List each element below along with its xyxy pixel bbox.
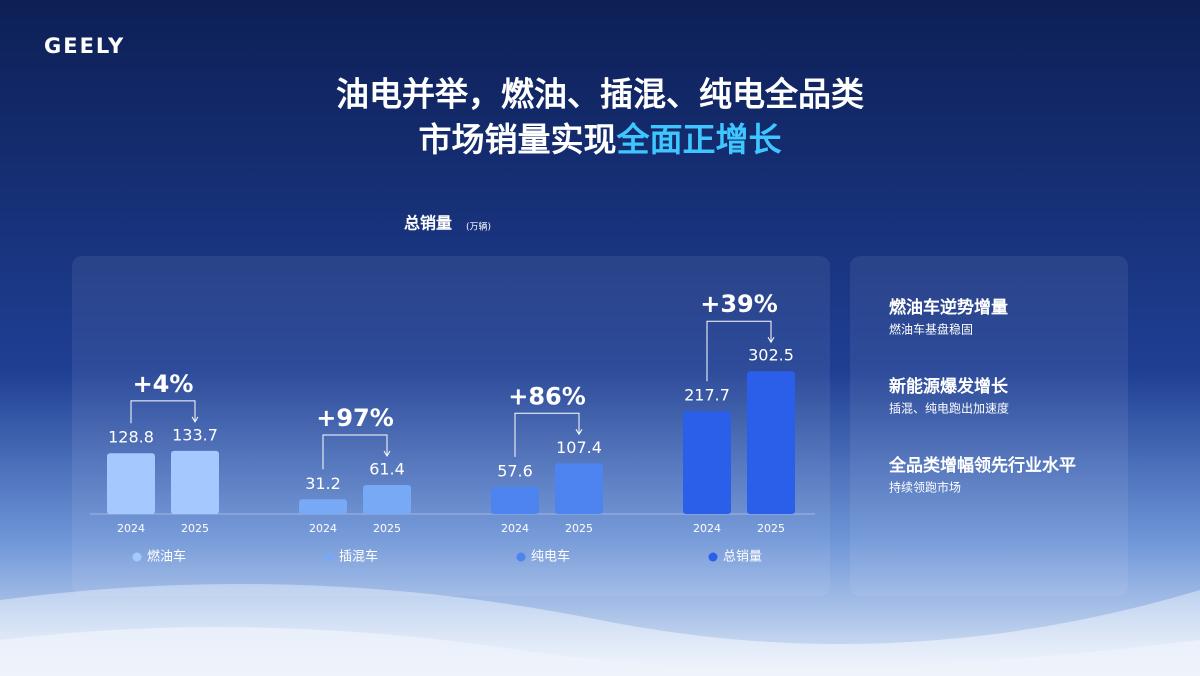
legend-dot	[516, 552, 526, 562]
highlight-text: 插混、纯电跑出加速度	[889, 401, 1009, 416]
bar	[491, 486, 539, 514]
growth-label: +86%	[508, 382, 586, 410]
bracket-arrow	[383, 450, 391, 457]
snow-dune	[0, 627, 1200, 676]
value-label: 107.4	[556, 438, 602, 457]
growth-label: +97%	[316, 404, 394, 432]
chart-unit: (万辆)	[466, 221, 491, 233]
highlight-text: 持续领跑市场	[889, 480, 961, 495]
bar	[555, 463, 603, 514]
x-tick-label: 2025	[757, 522, 785, 535]
headline: 油电并举，燃油、插混、纯电全品类	[336, 75, 864, 114]
x-tick-label: 2024	[693, 522, 721, 535]
x-tick-label: 2025	[565, 522, 593, 535]
bar	[299, 499, 347, 514]
value-label: 57.6	[497, 461, 533, 480]
logo: GEELY	[44, 34, 125, 58]
bracket-arrow	[575, 429, 583, 436]
bracket-arrow	[191, 416, 199, 423]
bracket	[706, 320, 772, 382]
bar	[747, 371, 795, 514]
bar	[363, 485, 411, 514]
bar	[683, 411, 731, 514]
value-label: 133.7	[172, 425, 218, 444]
headline: 市场销量实现全面正增长	[419, 120, 782, 159]
x-tick-label: 2025	[373, 522, 401, 535]
bracket-arrow	[767, 336, 775, 344]
growth-label: +39%	[700, 290, 778, 318]
highlight-panel	[850, 256, 1128, 596]
chart-panel	[72, 256, 830, 596]
bar	[171, 450, 219, 514]
highlight-title: 新能源爆发增长	[889, 376, 1009, 397]
highlight-text: 燃油车基盘稳固	[889, 322, 973, 337]
highlight-title: 燃油车逆势增量	[889, 297, 1008, 318]
x-tick-label: 2025	[181, 522, 209, 535]
value-label: 217.7	[684, 386, 730, 405]
legend-label: 总销量	[723, 550, 762, 565]
bracket	[514, 412, 580, 457]
bar	[107, 453, 155, 514]
legend-dot	[132, 552, 142, 562]
bracket	[322, 434, 388, 470]
chart-title: 总销量	[404, 214, 452, 233]
bracket	[130, 400, 196, 424]
x-tick-label: 2024	[117, 522, 145, 535]
highlight-title: 全品类增幅领先行业水平	[888, 455, 1076, 476]
x-tick-label: 2024	[501, 522, 529, 535]
value-label: 128.8	[108, 428, 154, 447]
x-tick-label: 2024	[309, 522, 337, 535]
value-label: 302.5	[748, 346, 794, 365]
legend-dot	[324, 552, 334, 562]
value-label: 31.2	[305, 474, 341, 493]
headline-part: 市场销量实现	[419, 120, 617, 159]
legend-label: 纯电车	[531, 549, 570, 565]
value-label: 61.4	[369, 460, 405, 479]
legend-dot	[708, 552, 718, 562]
headline-highlight: 全面正增长	[616, 120, 782, 159]
legend-label: 燃油车	[147, 549, 186, 565]
growth-label: +4%	[133, 370, 194, 398]
legend-label: 插混车	[339, 549, 378, 565]
